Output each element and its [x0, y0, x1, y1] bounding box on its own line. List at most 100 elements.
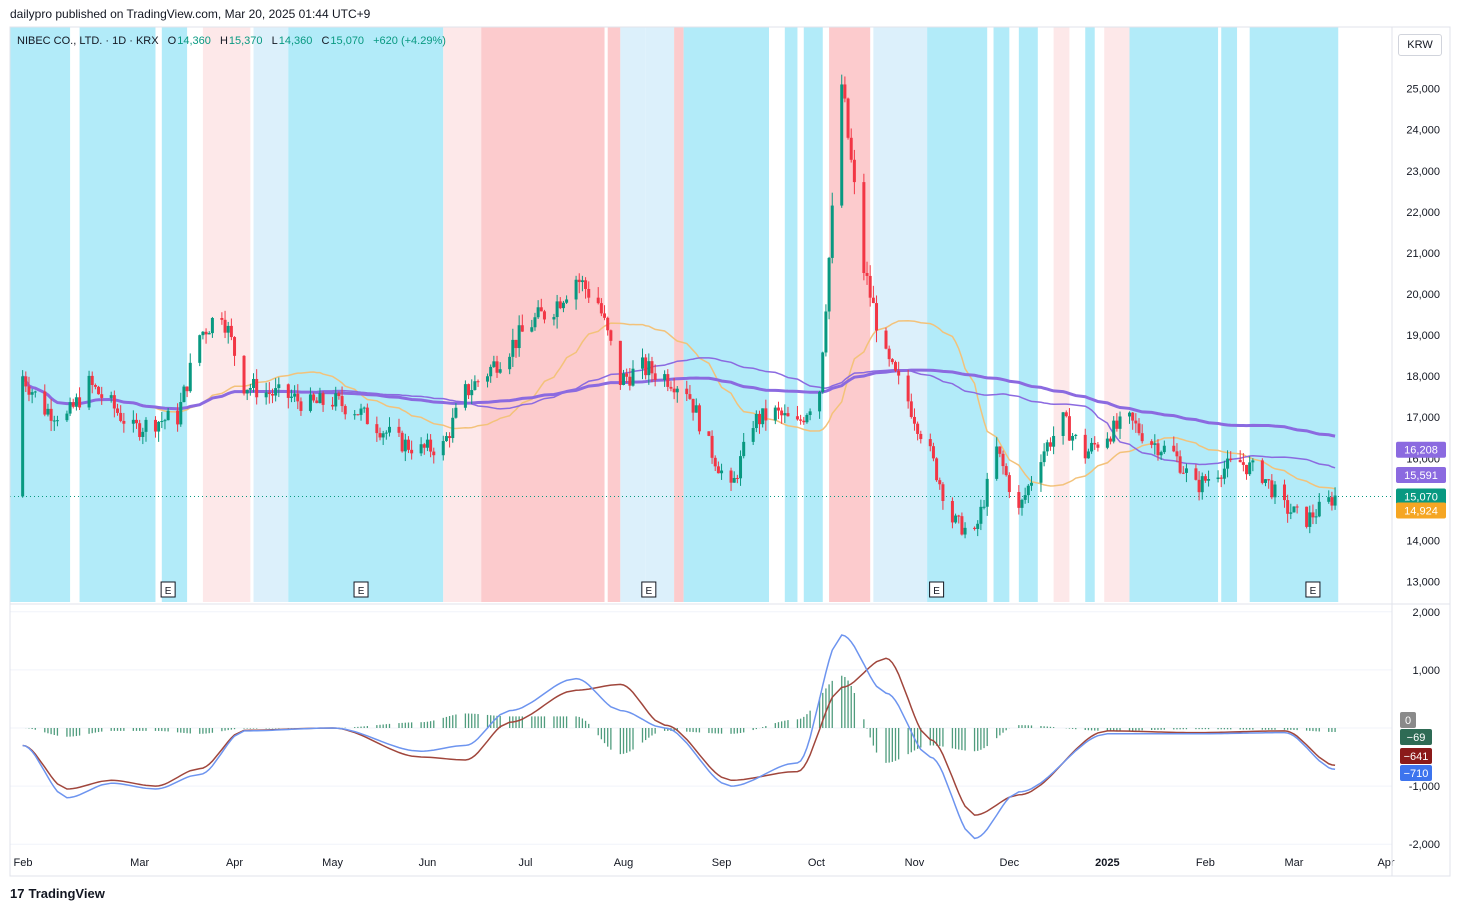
candle-body — [732, 477, 736, 483]
candle-body — [27, 386, 31, 395]
candle-body — [286, 384, 290, 398]
candle-body — [799, 419, 803, 421]
candle-body — [1159, 452, 1163, 456]
low-label: L — [271, 35, 278, 47]
candle-body — [653, 373, 657, 380]
candle-body — [577, 279, 581, 283]
candle-body — [821, 352, 825, 392]
publisher-caption: dailypro published on TradingView.com, M… — [10, 7, 371, 21]
candle-body — [1238, 459, 1242, 463]
candle-body — [463, 384, 467, 408]
candle-body — [454, 407, 458, 418]
state-band — [202, 27, 245, 602]
state-band — [1085, 27, 1095, 602]
candle-body — [976, 523, 980, 529]
candle-body — [188, 362, 192, 392]
candle-body — [226, 325, 230, 333]
price-tick-label: 19,000 — [1406, 330, 1440, 342]
state-band — [1018, 27, 1038, 602]
candle-body — [1029, 482, 1033, 486]
candle-body — [425, 439, 429, 448]
candle-body — [498, 369, 502, 373]
earnings-marker-box — [1305, 581, 1321, 598]
candle-body — [1109, 438, 1113, 442]
tradingview-logo[interactable]: 17 TradingView — [10, 886, 105, 901]
candle-body — [470, 390, 474, 396]
price-badge-label: 15,591 — [1404, 470, 1438, 482]
candle-body — [574, 279, 578, 300]
candle-body — [252, 378, 256, 388]
candle-body — [1200, 476, 1204, 493]
candle-body — [606, 317, 610, 331]
candle-body — [255, 378, 259, 398]
candle-body — [1251, 460, 1255, 463]
candle-body — [71, 402, 75, 407]
time-tick-label: 2025 — [1095, 857, 1119, 869]
candle-body — [666, 374, 670, 387]
candle-body — [220, 317, 224, 320]
earnings-marker-box — [160, 581, 176, 598]
tradingview-logo-icon: 17 — [10, 886, 25, 901]
candle-body — [530, 327, 534, 332]
time-tick-label: Jun — [419, 857, 437, 869]
price-badge-label: 15,070 — [1404, 491, 1438, 503]
currency-button[interactable]: KRW — [1398, 34, 1442, 56]
candle-body — [119, 412, 123, 421]
candle-body — [242, 355, 246, 394]
macd-badge — [1400, 712, 1416, 728]
close-value: 15,070 — [330, 35, 365, 47]
candle-body — [387, 426, 391, 433]
candle-body — [248, 387, 252, 390]
candle-body — [223, 319, 227, 333]
candle-body — [846, 98, 850, 138]
candle-body — [444, 436, 448, 442]
candle-body — [400, 432, 404, 452]
candle-body — [672, 388, 676, 393]
candle-body — [46, 408, 50, 415]
candle-body — [640, 357, 644, 369]
candle-body — [890, 359, 894, 363]
candle-body — [476, 381, 480, 383]
candle-body — [134, 419, 138, 424]
candle-body — [1286, 500, 1290, 514]
candle-body — [514, 339, 518, 349]
price-tick-label: 22,000 — [1406, 207, 1440, 219]
candle-body — [628, 376, 632, 386]
candle-body — [410, 449, 414, 454]
candle-body — [1086, 451, 1090, 459]
candle-body — [331, 404, 335, 407]
candle-body — [229, 325, 233, 338]
time-tick-label: Apr — [1377, 857, 1394, 869]
candle-body — [865, 273, 869, 276]
candle-body — [362, 407, 366, 409]
candle-body — [93, 385, 97, 387]
candle-body — [599, 303, 603, 314]
candle-body — [233, 337, 237, 356]
candle-body — [603, 313, 607, 318]
candle-body — [1203, 476, 1207, 481]
state-band — [481, 27, 605, 602]
candle-body — [308, 394, 312, 411]
candle-body — [1074, 434, 1078, 436]
macd-badge-label: −69 — [1407, 732, 1426, 744]
price-tick-label: 14,000 — [1406, 535, 1440, 547]
candle-body — [315, 400, 319, 404]
earnings-marker-label: E — [645, 586, 652, 597]
candle-body — [1096, 444, 1100, 448]
candle-body — [1090, 442, 1094, 452]
state-band — [927, 27, 988, 602]
candle-body — [928, 439, 932, 447]
price-badge-label: 16,208 — [1404, 445, 1438, 457]
candle-body — [207, 333, 211, 335]
candle-body — [843, 84, 847, 99]
candle-body — [68, 402, 72, 414]
state-band — [1148, 27, 1219, 602]
candle-body — [65, 413, 69, 421]
state-band — [1104, 27, 1130, 602]
candle-body — [1327, 497, 1331, 502]
candle-body — [1194, 468, 1198, 480]
candle-body — [429, 439, 433, 452]
macd-badge — [1400, 729, 1432, 745]
state-band — [253, 27, 289, 602]
